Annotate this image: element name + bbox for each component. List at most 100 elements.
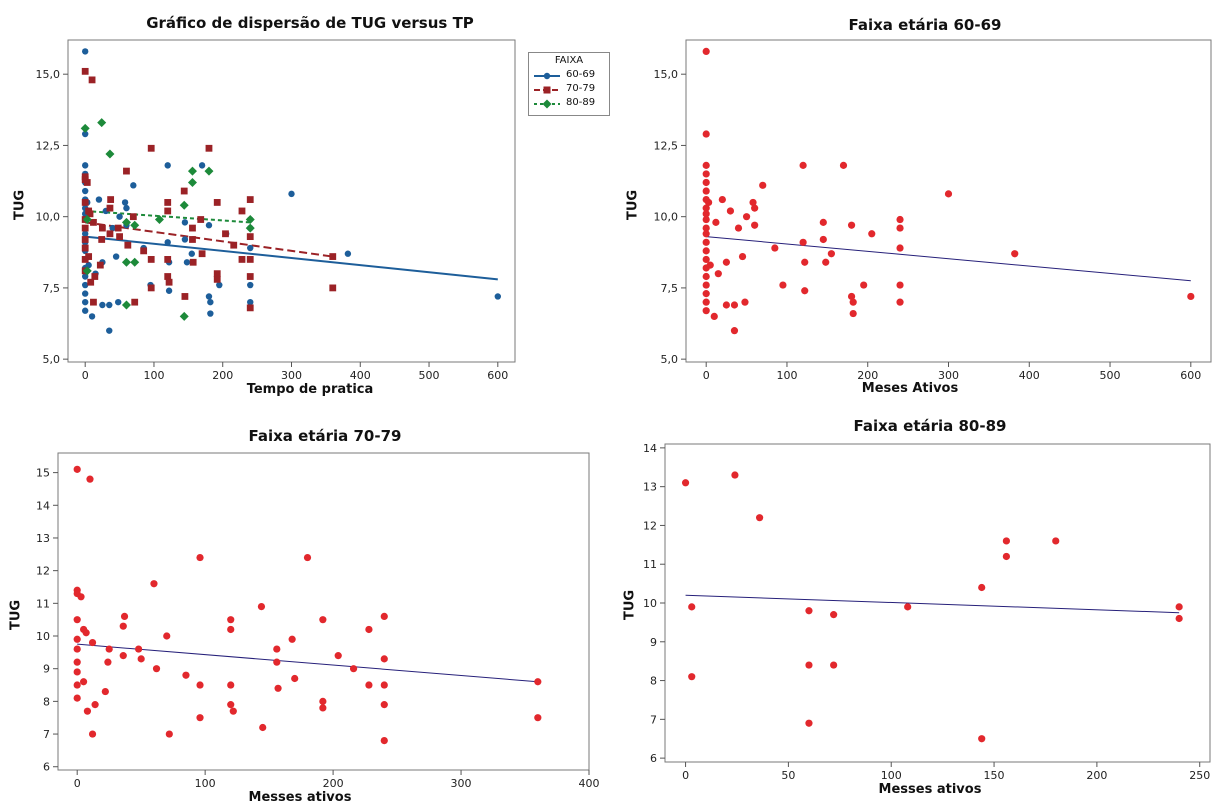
- data-point: [83, 707, 92, 715]
- data-point: [380, 736, 388, 745]
- x-axis-label: Tempo de pratica: [246, 382, 374, 397]
- data-point: [534, 678, 542, 686]
- x-tick-label: 600: [487, 369, 508, 382]
- data-point-70-79: [213, 199, 221, 206]
- fit-line: [706, 236, 1191, 282]
- data-point: [688, 673, 696, 681]
- legend-swatch-60-69: [534, 72, 560, 80]
- data-point: [227, 616, 235, 624]
- data-point-80-89: [179, 311, 189, 321]
- data-point: [849, 309, 857, 318]
- data-point: [349, 665, 358, 673]
- data-point-70-79: [87, 278, 95, 286]
- data-point: [319, 704, 327, 712]
- data-point: [705, 198, 713, 207]
- data-point-70-79: [123, 167, 130, 175]
- data-point-80-89: [105, 149, 115, 159]
- data-point: [702, 215, 710, 224]
- data-point: [751, 221, 759, 229]
- data-point-80-89: [187, 166, 197, 176]
- data-point-70-79: [205, 144, 213, 152]
- data-point: [731, 471, 739, 479]
- fit-line: [685, 594, 1180, 614]
- y-tick-label: 13: [36, 532, 50, 545]
- data-point-70-79: [81, 256, 89, 263]
- data-point-80-89: [82, 266, 92, 276]
- y-tick-label: 11: [643, 558, 657, 571]
- data-point: [978, 735, 986, 743]
- data-point-60-69: [99, 301, 106, 309]
- data-point: [706, 261, 714, 269]
- y-axis-label: TUG: [8, 599, 24, 631]
- data-point: [702, 272, 710, 281]
- data-point: [771, 244, 779, 252]
- chart-title: Faixa etária 80-89: [853, 417, 1007, 435]
- data-point-70-79: [329, 253, 337, 260]
- data-point-70-79: [98, 236, 106, 243]
- data-point-60-69: [121, 199, 129, 206]
- x-axis-label: Messes ativos: [248, 790, 352, 805]
- data-point-60-69: [116, 213, 123, 220]
- data-point-60-69: [106, 327, 113, 334]
- data-point: [196, 553, 204, 562]
- data-point-70-79: [329, 284, 337, 292]
- data-point-60-69: [106, 301, 113, 309]
- data-point: [82, 629, 90, 637]
- data-point: [288, 635, 296, 643]
- data-point: [702, 210, 710, 218]
- data-point: [847, 221, 856, 229]
- data-point-70-79: [165, 278, 173, 286]
- x-axis-label: Messes ativos: [878, 782, 982, 797]
- x-tick-label: 150: [984, 769, 1005, 782]
- data-point: [702, 187, 710, 195]
- x-tick-label: 600: [1180, 369, 1201, 382]
- legend-swatch-80-89: [534, 99, 560, 109]
- data-point: [273, 658, 281, 666]
- data-point-60-69: [288, 190, 295, 198]
- data-point-70-79: [140, 247, 148, 255]
- x-tick-label: 0: [74, 777, 81, 790]
- y-tick-label: 15: [36, 467, 50, 480]
- x-tick-label: 0: [82, 369, 89, 382]
- data-point-60-69: [205, 222, 213, 229]
- y-tick-label: 8: [43, 695, 50, 708]
- data-point: [380, 701, 388, 709]
- data-point-80-89: [121, 257, 131, 267]
- data-point-60-69: [81, 230, 89, 237]
- data-point: [135, 645, 143, 653]
- data-point: [801, 287, 809, 295]
- data-point: [702, 170, 710, 178]
- data-point: [88, 638, 97, 647]
- data-point: [702, 224, 710, 232]
- data-point: [718, 195, 726, 204]
- data-point-70-79: [213, 275, 221, 283]
- data-point: [137, 655, 145, 663]
- data-point-60-69: [247, 244, 254, 252]
- data-point: [805, 661, 813, 669]
- data-point-70-79: [246, 256, 254, 263]
- y-tick-label: 7: [650, 713, 657, 726]
- legend-item-80-89: 80-89: [533, 97, 607, 111]
- data-point-60-69: [112, 253, 120, 260]
- data-point-60-69: [81, 298, 89, 306]
- data-point-70-79: [246, 233, 254, 241]
- data-point-70-79: [198, 250, 206, 258]
- data-point-70-79: [98, 224, 106, 232]
- fit-line-60-69: [85, 235, 498, 281]
- data-point-60-69: [109, 224, 116, 232]
- data-point-70-79: [90, 218, 97, 226]
- data-point: [196, 681, 204, 689]
- data-point-60-69: [207, 298, 214, 306]
- x-tick-label: 250: [1189, 769, 1210, 782]
- plot-frame: [67, 39, 516, 363]
- data-point: [896, 281, 904, 289]
- data-point: [1011, 250, 1019, 258]
- data-point-70-79: [164, 199, 172, 206]
- data-point: [830, 611, 838, 619]
- data-point: [749, 198, 757, 207]
- data-point: [303, 553, 312, 562]
- data-point: [702, 204, 710, 212]
- data-point: [182, 671, 190, 679]
- legend: FAIXA 60-69 70-79 80-: [528, 52, 610, 116]
- data-point-60-69: [81, 290, 89, 297]
